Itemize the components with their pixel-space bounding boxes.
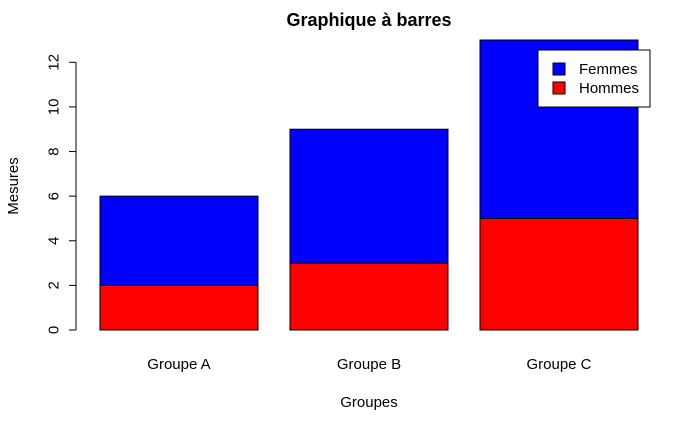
bar-hommes-2 bbox=[479, 217, 639, 331]
category-labels: Groupe A Groupe B Groupe C bbox=[147, 356, 591, 373]
bar-hommes-1 bbox=[289, 262, 449, 331]
y-tick-label: 4 bbox=[46, 237, 63, 245]
chart-title: Graphique à barres bbox=[286, 10, 451, 30]
x-axis-label: Groupes bbox=[340, 394, 398, 411]
bars-group bbox=[99, 39, 639, 331]
bar-hommes-0 bbox=[99, 284, 259, 331]
legend: Femmes Hommes bbox=[537, 49, 651, 108]
category-label: Groupe B bbox=[337, 356, 401, 373]
y-tick-label: 12 bbox=[46, 54, 63, 71]
bar-femmes-0 bbox=[99, 195, 259, 286]
y-tick-label: 10 bbox=[46, 99, 63, 116]
y-tick-label: 0 bbox=[46, 326, 63, 334]
bar-femmes-1 bbox=[289, 128, 449, 264]
legend-swatch-hommes bbox=[552, 81, 566, 95]
legend-swatch-femmes bbox=[552, 62, 566, 76]
y-tick-label: 2 bbox=[46, 281, 63, 289]
y-axis-label: Mesures bbox=[5, 157, 22, 215]
y-axis: 0 2 4 6 8 10 12 bbox=[46, 54, 77, 334]
category-label: Groupe A bbox=[147, 356, 210, 373]
y-tick-label: 6 bbox=[46, 192, 63, 200]
category-label: Groupe C bbox=[526, 356, 591, 373]
legend-label-femmes: Femmes bbox=[579, 61, 637, 78]
legend-label-hommes: Hommes bbox=[579, 80, 639, 97]
legend-box bbox=[537, 49, 651, 108]
y-tick-label: 8 bbox=[46, 147, 63, 155]
